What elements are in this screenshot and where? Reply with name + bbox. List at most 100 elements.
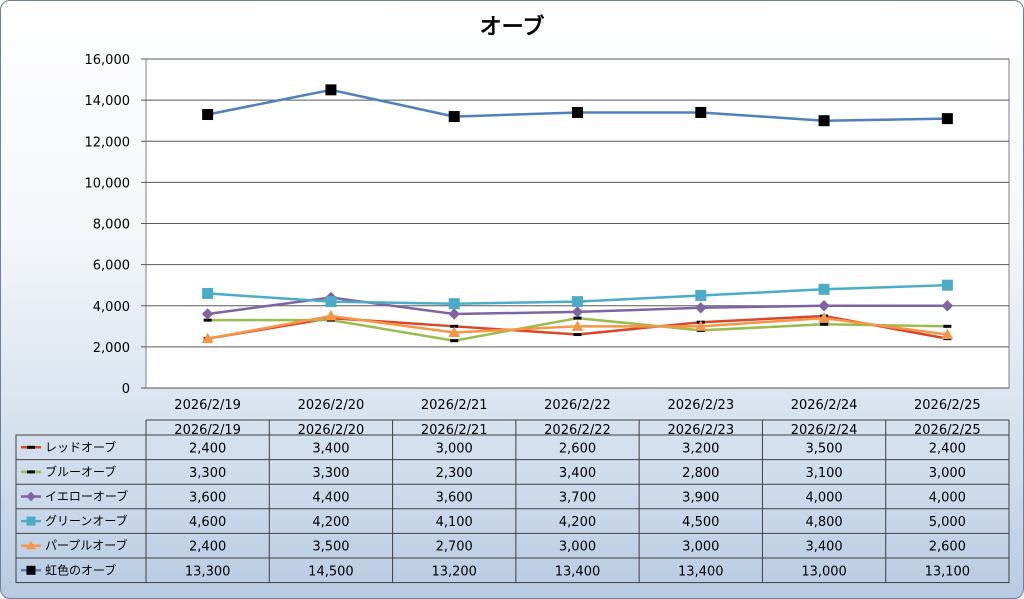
table-cell: 2,600 bbox=[559, 441, 596, 456]
table-cell: 5,000 bbox=[929, 515, 966, 530]
table-cell: 3,400 bbox=[312, 441, 349, 456]
data-point bbox=[201, 308, 214, 320]
table-cell: 13,400 bbox=[678, 564, 724, 579]
data-point bbox=[695, 302, 707, 314]
data-point bbox=[818, 283, 830, 295]
y-tick-label: 12,000 bbox=[85, 135, 131, 150]
table-cell: 3,000 bbox=[682, 540, 719, 555]
table-cell: 3,500 bbox=[805, 441, 842, 456]
table-cell: 13,000 bbox=[801, 564, 847, 579]
table-cell: 3,600 bbox=[189, 491, 226, 506]
data-point bbox=[26, 540, 36, 550]
data-point bbox=[572, 296, 583, 308]
legend-label: パープルオーブ bbox=[45, 538, 128, 553]
table-cell: 13,300 bbox=[185, 564, 231, 579]
legend-label: レッドオーブ bbox=[45, 439, 116, 454]
data-point bbox=[572, 106, 583, 118]
table-cell: 3,400 bbox=[805, 540, 842, 555]
table-cell: 4,100 bbox=[436, 515, 473, 530]
legend-label: イエローオーブ bbox=[45, 489, 128, 504]
legend-label: 虹色のオーブ bbox=[45, 562, 116, 577]
data-point bbox=[573, 333, 582, 337]
table-cell: 3,000 bbox=[436, 441, 473, 456]
table-cell: 3,500 bbox=[312, 540, 349, 555]
table-cell: 14,500 bbox=[308, 564, 354, 579]
y-tick-label: 6,000 bbox=[93, 259, 130, 274]
y-tick-label: 16,000 bbox=[85, 53, 131, 68]
data-point bbox=[941, 279, 953, 291]
x-tick-label: 2026/2/23 bbox=[667, 398, 734, 413]
data-point bbox=[818, 300, 830, 312]
data-point bbox=[818, 115, 830, 127]
table-cell: 2,400 bbox=[929, 441, 966, 456]
series-5 bbox=[202, 84, 953, 127]
data-point bbox=[818, 312, 830, 323]
y-tick-label: 8,000 bbox=[93, 218, 130, 233]
data-point bbox=[941, 113, 953, 125]
table-cell: 2,700 bbox=[436, 540, 473, 555]
x-tick-label: 2026/2/25 bbox=[914, 398, 981, 413]
table-cell: 13,400 bbox=[555, 564, 601, 579]
table-cell: 2,800 bbox=[682, 466, 719, 481]
data-point bbox=[820, 322, 829, 326]
table-cell: 4,500 bbox=[682, 515, 719, 530]
data-point bbox=[571, 306, 584, 318]
data-point bbox=[941, 328, 954, 340]
table-cell: 13,200 bbox=[431, 564, 477, 579]
data-point bbox=[448, 308, 460, 320]
table-cell: 4,200 bbox=[559, 515, 596, 530]
table-cell: 3,400 bbox=[559, 466, 596, 481]
table-cell: 4,000 bbox=[929, 491, 966, 506]
table-cell: 3,000 bbox=[559, 540, 596, 555]
table-cell: 4,000 bbox=[805, 491, 842, 506]
x-tick-label: 2026/2/19 bbox=[174, 398, 241, 413]
table-cell: 3,200 bbox=[682, 441, 719, 456]
data-point bbox=[201, 332, 214, 344]
data-point bbox=[448, 111, 460, 123]
data-point bbox=[26, 516, 36, 526]
table-cell: 3,300 bbox=[312, 466, 349, 481]
data-point bbox=[571, 320, 584, 331]
table-cell: 4,600 bbox=[189, 515, 226, 530]
table-cell: 3,100 bbox=[805, 466, 842, 481]
table-cell: 4,200 bbox=[312, 515, 349, 530]
data-point bbox=[202, 109, 214, 121]
table-cell: 3,900 bbox=[682, 491, 719, 506]
data-point bbox=[325, 296, 337, 308]
table-cell: 3,000 bbox=[929, 466, 966, 481]
legend-label: グリーンオーブ bbox=[45, 513, 128, 528]
table-cell: 2,300 bbox=[436, 466, 473, 481]
table-cell: 13,100 bbox=[925, 564, 971, 579]
data-point bbox=[203, 318, 212, 322]
data-point bbox=[943, 324, 952, 328]
x-tick-label: 2026/2/21 bbox=[421, 398, 488, 413]
y-tick-label: 2,000 bbox=[93, 341, 130, 356]
x-tick-label: 2026/2/20 bbox=[298, 398, 365, 413]
table-cell: 2,600 bbox=[929, 540, 966, 555]
table-header-cell: 2026/2/20 bbox=[298, 423, 365, 438]
data-point bbox=[26, 491, 36, 502]
data-point bbox=[325, 310, 337, 321]
table-cell: 3,700 bbox=[559, 491, 596, 506]
data-point bbox=[202, 287, 214, 299]
data-point bbox=[941, 300, 954, 312]
legend-label: ブルーオーブ bbox=[45, 464, 116, 479]
y-tick-label: 0 bbox=[122, 382, 130, 397]
table-cell: 2,400 bbox=[189, 540, 226, 555]
data-point bbox=[695, 289, 707, 301]
data-point bbox=[325, 84, 337, 96]
series-3 bbox=[202, 279, 953, 310]
table-header-cell: 2026/2/21 bbox=[421, 423, 488, 438]
table-cell: 3,300 bbox=[189, 466, 226, 481]
data-point bbox=[695, 106, 707, 118]
y-tick-label: 4,000 bbox=[93, 300, 130, 315]
data-point bbox=[450, 339, 459, 343]
data-point bbox=[27, 445, 35, 449]
data-point bbox=[450, 324, 459, 328]
table-header-cell: 2026/2/25 bbox=[914, 423, 981, 438]
data-point bbox=[573, 316, 582, 320]
data-point bbox=[694, 320, 707, 331]
table-cell: 3,600 bbox=[436, 491, 473, 506]
